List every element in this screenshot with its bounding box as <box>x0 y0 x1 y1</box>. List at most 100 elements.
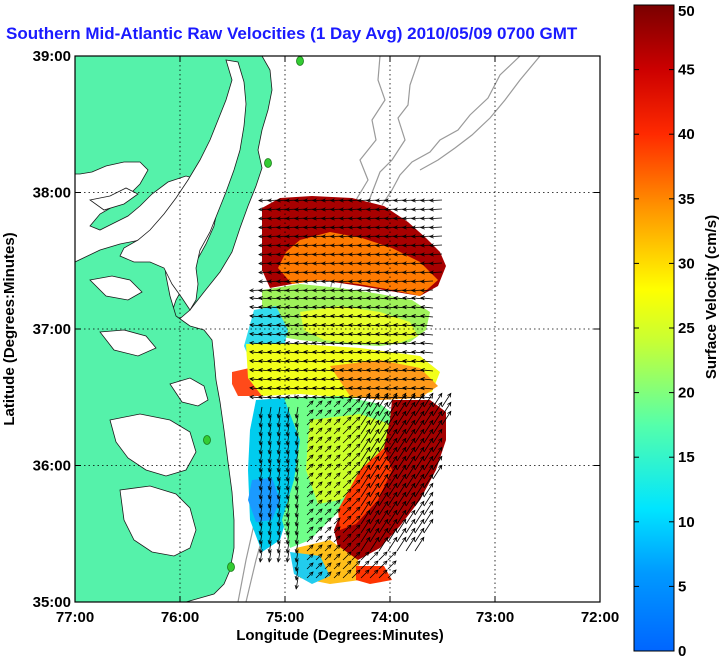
velocity-arrow <box>369 429 380 444</box>
velocity-arrow <box>324 517 332 525</box>
velocity-arrowhead <box>384 464 389 470</box>
velocity-arrowhead <box>327 562 332 567</box>
velocity-arrow <box>405 528 416 543</box>
velocity-arrow <box>324 436 332 444</box>
velocity-arrowhead <box>267 557 272 563</box>
velocity-arrowhead <box>294 512 299 518</box>
velocity-arrowhead <box>267 413 272 419</box>
velocity-arrow <box>420 351 434 354</box>
velocity-arrow <box>378 528 389 543</box>
velocity-arrowhead <box>294 332 299 337</box>
velocity-arrowhead <box>276 395 281 400</box>
velocity-arrow <box>351 542 361 552</box>
velocity-arrow <box>306 544 314 552</box>
velocity-arrow <box>351 524 361 534</box>
velocity-arrowhead <box>348 234 353 239</box>
velocity-arrowhead <box>411 527 416 533</box>
velocity-arrowhead <box>429 243 434 248</box>
velocity-arrow <box>286 478 290 490</box>
velocity-arrow <box>259 523 263 535</box>
velocity-arrow <box>324 526 332 534</box>
velocity-arrow <box>277 487 281 499</box>
velocity-arrowhead <box>258 557 263 563</box>
velocity-arrowhead <box>336 481 341 486</box>
velocity-arrowhead <box>384 455 389 461</box>
velocity-arrow <box>259 451 263 463</box>
velocity-arrowhead <box>267 261 272 266</box>
velocity-arrowhead <box>411 296 416 301</box>
velocity-arrowhead <box>411 225 416 230</box>
velocity-arrow <box>378 420 389 435</box>
velocity-arrowhead <box>303 243 308 248</box>
velocity-arrowhead <box>356 560 361 565</box>
velocity-arrowhead <box>357 305 362 310</box>
velocity-arrowhead <box>420 536 425 542</box>
velocity-arrow <box>315 562 323 570</box>
velocity-arrow <box>414 528 425 543</box>
velocity-arrowhead <box>366 198 371 203</box>
velocity-arrowhead <box>411 473 416 479</box>
velocity-arrowhead <box>294 243 299 248</box>
velocity-arrowhead <box>330 288 335 293</box>
velocity-arrow <box>369 438 380 453</box>
velocity-arrowhead <box>312 243 317 248</box>
velocity-arrowhead <box>402 410 407 416</box>
velocity-arrowhead <box>375 261 380 266</box>
velocity-arrowhead <box>366 401 371 407</box>
velocity-arrowhead <box>321 288 326 293</box>
velocity-arrowhead <box>384 401 389 407</box>
velocity-arrowhead <box>327 481 332 486</box>
velocity-arrow <box>277 541 281 553</box>
velocity-arrowhead <box>330 323 335 328</box>
velocity-arrowhead <box>429 225 434 230</box>
velocity-arrowhead <box>249 350 254 355</box>
velocity-arrow <box>286 451 290 463</box>
velocity-arrowhead <box>327 427 332 432</box>
velocity-arrow <box>342 551 352 561</box>
velocity-arrow <box>432 429 443 444</box>
velocity-arrow <box>423 438 434 453</box>
velocity-arrow <box>423 447 434 462</box>
velocity-arrow <box>277 433 281 445</box>
velocity-arrow <box>432 402 443 417</box>
velocity-arrow <box>387 474 398 489</box>
velocity-arrowhead <box>276 521 281 527</box>
velocity-arrow <box>369 465 380 480</box>
velocity-arrowhead <box>420 473 425 479</box>
velocity-arrowhead <box>309 472 314 477</box>
velocity-arrowhead <box>321 359 326 364</box>
velocity-arrowhead <box>420 359 425 364</box>
velocity-arrow <box>333 463 341 471</box>
velocity-arrowhead <box>321 261 326 266</box>
velocity-arrowhead <box>366 359 371 364</box>
velocity-arrowhead <box>276 440 281 446</box>
velocity-arrowhead <box>357 359 362 364</box>
velocity-arrow <box>360 492 371 507</box>
velocity-arrow <box>387 438 398 453</box>
velocity-arrowhead <box>384 350 389 355</box>
velocity-arrow <box>396 474 407 489</box>
velocity-arrowhead <box>321 270 326 275</box>
velocity-arrowhead <box>429 234 434 239</box>
velocity-arrowhead <box>348 377 353 382</box>
velocity-arrowhead <box>347 488 352 493</box>
velocity-arrowhead <box>420 350 425 355</box>
velocity-arrowhead <box>383 551 388 556</box>
velocity-arrow <box>295 541 299 553</box>
velocity-arrow <box>306 490 314 498</box>
velocity-arrowhead <box>347 398 352 403</box>
velocity-arrow <box>333 418 341 426</box>
velocity-arrowhead <box>384 296 389 301</box>
velocity-arrow <box>423 456 434 471</box>
velocity-arrowhead <box>258 243 263 248</box>
field-south-tip-cyan <box>290 552 330 584</box>
velocity-arrow <box>378 438 389 453</box>
velocity-arrow <box>277 469 281 481</box>
velocity-arrowhead <box>285 216 290 221</box>
velocity-arrow <box>286 514 290 526</box>
velocity-arrowhead <box>402 527 407 533</box>
velocity-arrow <box>378 429 389 444</box>
velocity-arrow <box>387 447 398 462</box>
velocity-arrow <box>405 402 416 417</box>
